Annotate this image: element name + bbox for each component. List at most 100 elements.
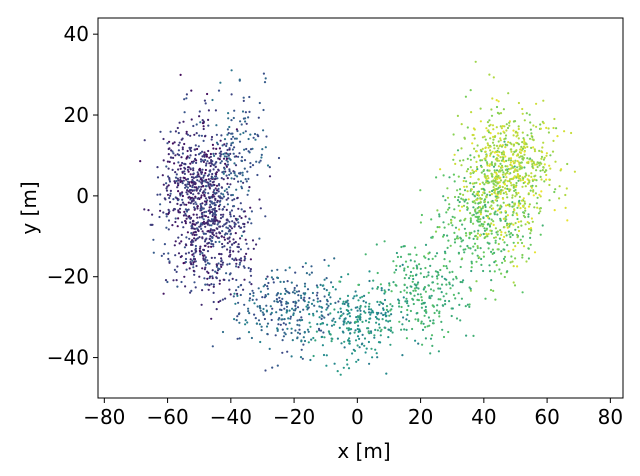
scatter-point	[486, 223, 489, 226]
scatter-point	[473, 147, 476, 150]
scatter-point	[353, 331, 356, 334]
y-tick-label: −20	[47, 265, 89, 289]
scatter-point	[379, 283, 382, 286]
scatter-point	[255, 160, 258, 163]
scatter-point	[385, 314, 388, 317]
scatter-point	[189, 173, 192, 176]
scatter-point	[517, 101, 521, 105]
scatter-point	[479, 107, 482, 110]
scatter-point	[463, 200, 466, 203]
scatter-point	[361, 295, 364, 298]
scatter-point	[214, 213, 217, 216]
scatter-point	[347, 273, 350, 276]
scatter-point	[178, 141, 181, 144]
scatter-point	[203, 193, 206, 196]
scatter-point	[269, 305, 272, 308]
scatter-point	[197, 192, 200, 195]
scatter-point	[475, 181, 478, 184]
scatter-point	[499, 162, 502, 165]
scatter-point	[416, 293, 420, 296]
scatter-point	[286, 327, 289, 330]
scatter-point	[466, 168, 470, 171]
scatter-point	[221, 263, 224, 266]
scatter-point	[452, 133, 455, 136]
scatter-point	[479, 233, 482, 237]
scatter-point	[264, 369, 267, 372]
scatter-point	[500, 127, 503, 130]
scatter-point	[253, 302, 256, 305]
scatter-point	[397, 302, 401, 305]
scatter-point	[243, 225, 246, 228]
scatter-point	[431, 275, 434, 278]
scatter-point	[524, 146, 527, 149]
scatter-point	[522, 158, 525, 161]
scatter-point	[268, 175, 272, 178]
scatter-point	[258, 101, 261, 105]
scatter-point	[204, 164, 208, 167]
scatter-point	[518, 163, 521, 166]
scatter-point	[296, 306, 300, 309]
scatter-point	[419, 221, 422, 224]
scatter-point	[508, 205, 511, 208]
scatter-point	[210, 138, 213, 141]
scatter-point	[513, 203, 516, 206]
scatter-point	[244, 319, 247, 322]
scatter-point	[188, 156, 191, 159]
scatter-point	[327, 330, 330, 333]
scatter-point	[223, 236, 226, 239]
scatter-point	[181, 161, 184, 165]
scatter-point	[206, 220, 209, 223]
scatter-point	[255, 243, 258, 246]
scatter-point	[483, 236, 486, 240]
scatter-point	[299, 310, 302, 313]
scatter-point	[429, 337, 433, 340]
scatter-point	[558, 197, 561, 200]
scatter-point	[290, 327, 293, 330]
scatter-point	[492, 289, 495, 292]
scatter-point	[206, 92, 209, 96]
scatter-point	[517, 127, 520, 131]
scatter-point	[225, 142, 228, 145]
scatter-point	[307, 301, 310, 304]
scatter-point	[176, 285, 179, 288]
scatter-point	[228, 240, 231, 243]
scatter-point	[492, 186, 495, 189]
scatter-point	[422, 322, 425, 325]
scatter-point	[514, 195, 517, 198]
scatter-point	[454, 297, 457, 300]
scatter-point	[469, 175, 472, 178]
scatter-point	[228, 255, 231, 258]
scatter-point	[187, 208, 190, 211]
scatter-point	[485, 195, 488, 198]
scatter-point	[200, 303, 203, 306]
scatter-point	[535, 125, 538, 128]
scatter-point	[504, 215, 508, 218]
scatter-point	[480, 171, 483, 174]
scatter-point	[487, 177, 490, 180]
scatter-point	[207, 245, 210, 248]
scatter-point	[458, 303, 461, 306]
scatter-point	[523, 202, 527, 205]
scatter-point	[338, 326, 341, 329]
scatter-point	[265, 135, 268, 138]
scatter-point	[177, 168, 180, 171]
scatter-point	[185, 130, 188, 133]
scatter-point	[189, 221, 192, 224]
scatter-point	[230, 142, 233, 145]
scatter-point	[438, 213, 441, 216]
scatter-point	[420, 296, 423, 299]
scatter-point	[344, 317, 347, 320]
scatter-point	[517, 226, 520, 229]
scatter-point	[304, 292, 307, 295]
scatter-point	[220, 235, 223, 238]
scatter-point	[236, 337, 239, 340]
scatter-point	[516, 241, 520, 244]
scatter-point	[156, 176, 160, 179]
scatter-point	[223, 143, 226, 146]
scatter-point	[403, 328, 406, 331]
scatter-point	[213, 256, 216, 259]
scatter-point	[230, 69, 233, 72]
scatter-point	[258, 323, 261, 326]
scatter-point	[243, 255, 246, 258]
scatter-point	[489, 212, 492, 215]
